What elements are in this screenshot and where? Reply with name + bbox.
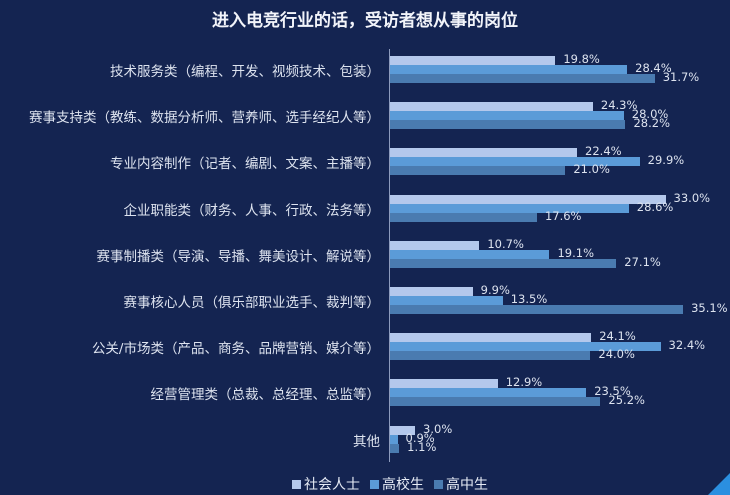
bar[interactable] [390,379,498,389]
legend-item-shehuirenshi[interactable]: 社会人士 [292,474,360,494]
bar[interactable] [390,443,400,453]
data-label: 28.2% [633,116,671,131]
data-label: 10.7% [487,236,524,251]
data-label: 25.2% [608,393,645,408]
bar[interactable] [390,166,566,176]
legend-swatch-icon [370,479,379,489]
category-label: 经营管理类（总裁、总经理、总监等） [150,387,381,404]
data-label: 19.8% [563,52,600,66]
y-axis-line [389,49,390,462]
bar[interactable] [390,296,503,305]
bar[interactable] [390,148,578,158]
bar[interactable] [390,258,617,268]
bar[interactable] [390,65,628,74]
data-label: 0.9% [405,430,435,445]
data-label: 21.0% [573,162,610,177]
data-label: 33.0% [673,190,711,205]
category-label: 专业内容制作（记者、编剧、文案、主播等） [110,156,380,173]
bar[interactable] [390,388,587,398]
bar[interactable] [390,240,480,250]
data-label: 24.3% [600,98,638,113]
legend-label: 高中生 [446,477,488,493]
bar[interactable] [390,249,550,259]
data-label: 31.7% [662,70,700,84]
legend-item-gaoxiaosheng[interactable]: 高校生 [370,474,424,494]
bar[interactable] [390,56,556,65]
bar[interactable] [390,305,684,314]
data-label: 13.5% [510,292,548,306]
data-label: 28.6% [636,199,674,214]
bar[interactable] [390,194,666,204]
legend-item-gaozhongsheng[interactable]: 高中生 [434,474,488,494]
category-label: 公关/市场类（产品、商务、品牌营销、媒介等） [91,341,380,358]
bar[interactable] [390,157,640,167]
data-label: 9.9% [480,283,510,297]
data-label: 24.0% [598,347,635,362]
category-label: 企业职能类（财务、人事、行政、法务等） [123,202,381,219]
bar[interactable] [390,333,592,343]
data-label: 28.0% [631,107,669,122]
bar[interactable] [390,342,661,352]
bar[interactable] [390,102,593,112]
legend-swatch-icon [434,479,443,489]
bar[interactable] [390,203,629,213]
legend-label: 社会人士 [304,477,360,493]
category-label: 其他 [353,433,380,450]
bar[interactable] [390,74,655,83]
data-label: 27.1% [624,254,661,269]
bar[interactable] [390,212,537,222]
data-label: 12.9% [505,375,543,390]
category-label: 赛事制播类（导演、导播、舞美设计、解说等） [96,248,381,265]
bar[interactable] [390,111,624,121]
data-label: 29.9% [647,153,685,168]
category-label: 技术服务类（编程、开发、视频技术、包装） [110,64,380,80]
data-label: 24.1% [599,329,636,344]
category-label: 赛事核心人员（俱乐部职业选手、裁判等） [123,295,381,311]
legend-label: 高校生 [382,477,424,493]
category-label: 赛事支持类（教练、数据分析师、营养师、选手经纪人等） [29,110,380,127]
bar[interactable] [390,351,591,361]
data-label: 32.4% [668,338,706,353]
data-label: 22.4% [585,144,622,159]
legend-swatch-icon [292,479,301,489]
corner-accent-decoration [708,473,730,495]
data-label: 23.5% [594,384,631,399]
data-label: 35.1% [691,301,728,315]
bar[interactable] [390,434,398,444]
bar[interactable] [390,425,416,435]
bar[interactable] [390,120,626,130]
bar[interactable] [390,397,601,407]
data-label: 3.0% [423,421,453,436]
chart-title: 进入电竞行业的话，受访者想从事的岗位 [212,11,518,31]
data-label: 19.1% [557,245,595,260]
data-label: 1.1% [407,439,437,454]
data-label: 28.4% [635,61,672,75]
legend: 社会人士 高校生 高中生 [292,474,488,494]
bar[interactable] [390,287,473,296]
data-label: 17.6% [544,208,582,223]
